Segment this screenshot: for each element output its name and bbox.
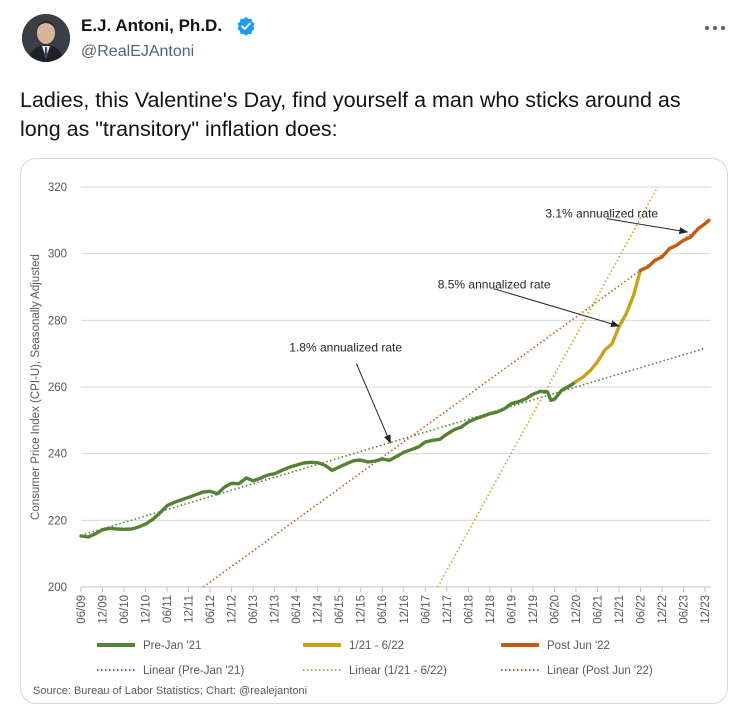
x-tick-label: 06/23 bbox=[678, 595, 690, 624]
x-tick-label: 06/13 bbox=[248, 595, 260, 624]
x-tick-label: 06/17 bbox=[420, 595, 432, 624]
x-tick-label: 12/16 bbox=[399, 595, 411, 624]
series-line bbox=[574, 268, 643, 384]
trendline bbox=[202, 223, 706, 587]
avatar[interactable] bbox=[22, 14, 70, 62]
verified-badge-icon bbox=[236, 16, 256, 36]
x-tick-label: 06/20 bbox=[549, 595, 561, 624]
legend-label: Linear (Pre-Jan '21) bbox=[143, 665, 244, 677]
annotation-label: 8.5% annualized rate bbox=[438, 277, 551, 291]
avatar-image bbox=[22, 14, 70, 62]
author-name[interactable]: E.J. Antoni, Ph.D. bbox=[81, 16, 223, 35]
legend-label: Pre-Jan '21 bbox=[143, 640, 201, 652]
chart-source: Source: Bureau of Labor Statistics; Char… bbox=[33, 685, 307, 697]
series-line bbox=[79, 380, 578, 539]
y-tick-label: 320 bbox=[48, 182, 67, 194]
x-tick-label: 06/09 bbox=[76, 595, 88, 624]
x-tick-label: 12/19 bbox=[528, 595, 540, 624]
annotation-label: 3.1% annualized rate bbox=[545, 207, 658, 221]
x-tick-label: 06/22 bbox=[635, 595, 647, 624]
series-line bbox=[638, 218, 711, 272]
tweet-media-chart[interactable]: 200 220 240 260 280 300 320 Consumer Price Inde… bbox=[20, 158, 728, 704]
x-tick-label: 06/11 bbox=[162, 595, 174, 623]
annotation-arrow bbox=[493, 288, 620, 328]
x-tick-label: 12/18 bbox=[485, 595, 497, 624]
x-tick-label: 12/21 bbox=[614, 595, 626, 624]
legend-label: Linear (Post Jun '22) bbox=[547, 665, 653, 677]
x-tick-label: 06/16 bbox=[377, 595, 389, 624]
y-axis-label: Consumer Price Index (CPI-U), Seasonally… bbox=[30, 254, 42, 520]
x-tick-label: 06/14 bbox=[291, 594, 303, 623]
y-tick-label: 200 bbox=[48, 582, 67, 594]
x-tick-label: 06/21 bbox=[592, 595, 604, 624]
trendline bbox=[437, 187, 659, 587]
legend-label: Post Jun '22 bbox=[547, 640, 610, 652]
x-tick-label: 12/17 bbox=[442, 595, 454, 624]
x-tick-label: 12/14 bbox=[313, 594, 325, 623]
x-tick-label: 06/18 bbox=[463, 595, 475, 624]
x-tick-label: 12/10 bbox=[141, 595, 153, 624]
y-tick-label: 300 bbox=[48, 249, 67, 261]
more-options-icon[interactable] bbox=[704, 18, 726, 38]
x-tick-label: 12/15 bbox=[356, 595, 368, 624]
x-tick-label: 12/20 bbox=[571, 595, 583, 624]
x-tick-label: 06/19 bbox=[506, 595, 518, 624]
x-tick-label: 12/11 bbox=[184, 595, 196, 623]
y-tick-label: 260 bbox=[48, 382, 67, 394]
annotation-arrow bbox=[355, 363, 391, 444]
x-tick-label: 12/09 bbox=[98, 595, 110, 624]
x-tick-label: 12/12 bbox=[227, 595, 239, 624]
annotation-label: 1.8% annualized rate bbox=[289, 341, 402, 355]
legend-label: Linear (1/21 - 6/22) bbox=[349, 665, 447, 677]
y-tick-label: 280 bbox=[48, 315, 67, 327]
cpi-line-chart: 200 220 240 260 280 300 320 Consumer Price Inde… bbox=[30, 182, 712, 697]
y-tick-label: 240 bbox=[48, 449, 67, 461]
x-tick-label: 06/15 bbox=[334, 595, 346, 624]
x-tick-label: 12/23 bbox=[700, 595, 712, 624]
legend-label: 1/21 - 6/22 bbox=[349, 640, 404, 652]
x-tick-label: 06/12 bbox=[205, 595, 217, 624]
annotation-arrow bbox=[606, 218, 689, 235]
y-tick-label: 220 bbox=[48, 515, 67, 527]
x-tick-label: 12/22 bbox=[657, 595, 669, 624]
x-tick-label: 06/10 bbox=[119, 595, 131, 624]
author-handle[interactable]: @RealEJAntoni bbox=[81, 43, 195, 60]
trendline bbox=[81, 347, 706, 537]
tweet-text: Ladies, this Valentine's Day, find yours… bbox=[20, 88, 681, 141]
x-tick-label: 12/13 bbox=[270, 595, 282, 624]
